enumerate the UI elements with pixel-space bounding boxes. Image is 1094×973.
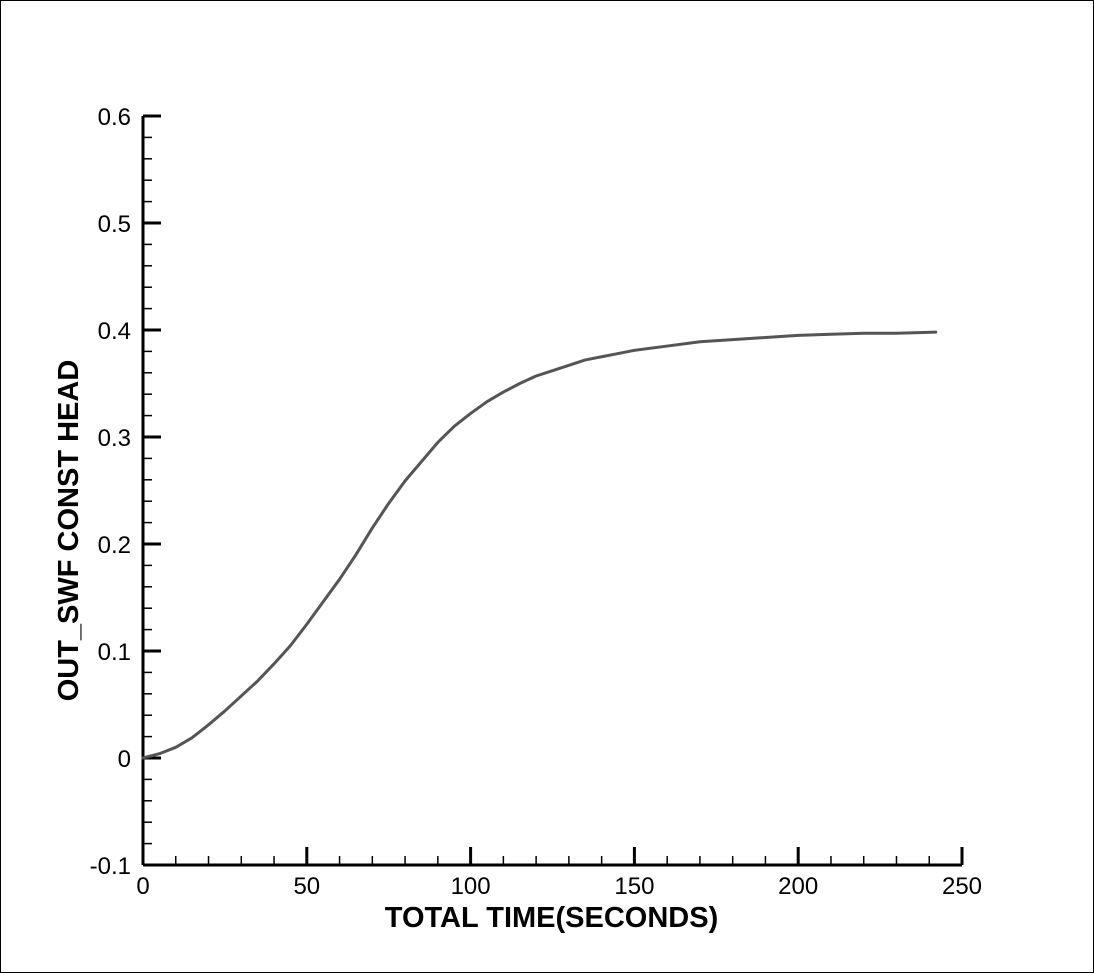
y-major-ticks xyxy=(143,114,161,867)
x-tick-label: 50 xyxy=(293,873,320,900)
x-major-ticks xyxy=(141,847,964,865)
x-tick-label: 150 xyxy=(614,873,654,900)
y-tick-label: -0.1 xyxy=(90,853,131,880)
y-tick-label: 0.6 xyxy=(98,104,131,131)
y-tick-label: 0 xyxy=(118,746,131,773)
x-tick-label: 200 xyxy=(778,873,818,900)
y-axis-title: OUT_SWF CONST HEAD xyxy=(53,360,85,702)
x-tick-labels: 0 50 100 150 200 250 xyxy=(136,873,982,900)
x-tick-label: 100 xyxy=(451,873,491,900)
y-tick-label: 0.3 xyxy=(98,425,131,452)
y-tick-label: 0.5 xyxy=(98,211,131,238)
y-tick-label: 0.1 xyxy=(98,639,131,666)
x-tick-label: 0 xyxy=(136,873,149,900)
series-line xyxy=(141,330,938,760)
x-axis-title: TOTAL TIME(SECONDS) xyxy=(385,902,719,934)
x-tick-label: 250 xyxy=(942,873,982,900)
y-tick-label: 0.4 xyxy=(98,318,131,345)
y-tick-labels: -0.1 0 0.1 0.2 0.3 0.4 0.5 0.6 xyxy=(90,104,131,880)
y-tick-label: 0.2 xyxy=(98,532,131,559)
